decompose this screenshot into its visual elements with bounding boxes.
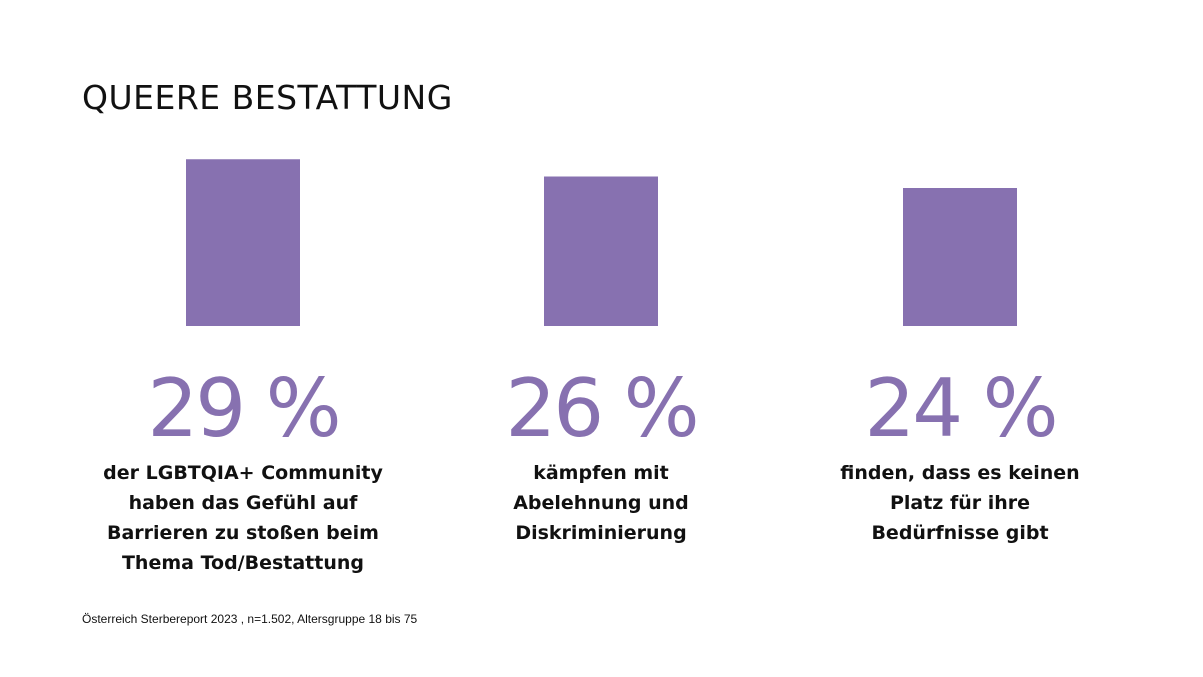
bar-24 (903, 188, 1017, 326)
value-label-26: 26 % (505, 362, 699, 455)
bar-26 (544, 176, 658, 326)
description-line: kämpfen mit (533, 462, 669, 484)
description-3: finden, dass es keinen Platz für ihre Be… (810, 458, 1110, 548)
description-line: Diskriminierung (515, 522, 687, 544)
value-label-24: 24 % (864, 362, 1058, 455)
description-line: Bedürfnisse gibt (871, 522, 1049, 544)
source-note: Österreich Sterbereport 2023 , n=1.502, … (82, 612, 418, 626)
description-2: kämpfen mit Abelehnung und Diskriminieru… (451, 458, 751, 548)
value-label-29: 29 % (147, 362, 341, 455)
description-line: Thema Tod/Bestattung (121, 552, 365, 574)
description-line: haben das Gefühl auf (128, 492, 358, 514)
description-line: finden, dass es keinen (840, 462, 1080, 484)
description-1: der LGBTQIA+ Community haben das Gefühl … (93, 458, 393, 578)
description-line: Platz für ihre (889, 492, 1031, 514)
description-line: Barrieren zu stoßen beim (107, 522, 379, 544)
description-line: Abelehnung und (513, 492, 689, 514)
description-line: der LGBTQIA+ Community (103, 462, 383, 484)
bar-29 (186, 159, 300, 326)
chart-title: QUEERE BESTATTUNG (82, 78, 453, 117)
